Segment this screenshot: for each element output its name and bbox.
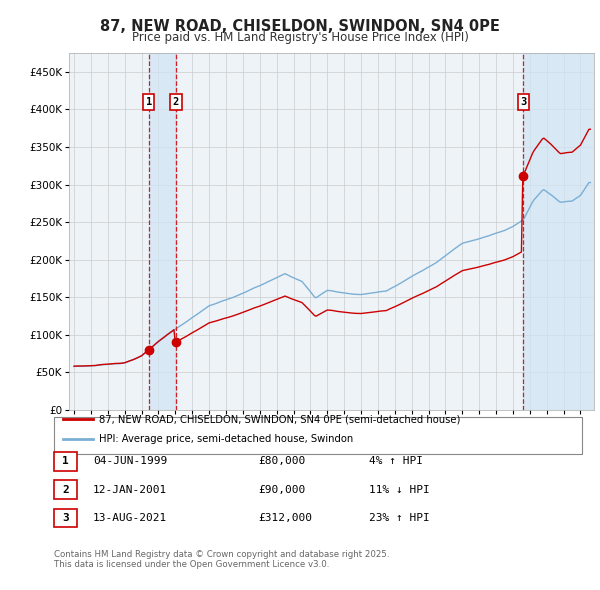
Text: 04-JUN-1999: 04-JUN-1999	[93, 457, 167, 466]
Text: 1: 1	[146, 97, 152, 107]
Bar	[523, 53, 594, 410]
Text: 11% ↓ HPI: 11% ↓ HPI	[369, 485, 430, 494]
Text: 3: 3	[62, 513, 69, 523]
Text: 1: 1	[62, 457, 69, 466]
Text: 87, NEW ROAD, CHISELDON, SWINDON, SN4 0PE: 87, NEW ROAD, CHISELDON, SWINDON, SN4 0P…	[100, 19, 500, 34]
Text: £80,000: £80,000	[258, 457, 305, 466]
Text: 12-JAN-2001: 12-JAN-2001	[93, 485, 167, 494]
Text: 3: 3	[520, 97, 527, 107]
Text: 87, NEW ROAD, CHISELDON, SWINDON, SN4 0PE (semi-detached house): 87, NEW ROAD, CHISELDON, SWINDON, SN4 0P…	[99, 414, 460, 424]
Text: 2: 2	[173, 97, 179, 107]
Text: HPI: Average price, semi-detached house, Swindon: HPI: Average price, semi-detached house,…	[99, 434, 353, 444]
Text: £90,000: £90,000	[258, 485, 305, 494]
Text: 4% ↑ HPI: 4% ↑ HPI	[369, 457, 423, 466]
Bar	[149, 53, 176, 410]
Text: 13-AUG-2021: 13-AUG-2021	[93, 513, 167, 523]
Text: Contains HM Land Registry data © Crown copyright and database right 2025.
This d: Contains HM Land Registry data © Crown c…	[54, 550, 389, 569]
Text: Price paid vs. HM Land Registry's House Price Index (HPI): Price paid vs. HM Land Registry's House …	[131, 31, 469, 44]
Text: £312,000: £312,000	[258, 513, 312, 523]
Text: 23% ↑ HPI: 23% ↑ HPI	[369, 513, 430, 523]
Text: 2: 2	[62, 485, 69, 494]
